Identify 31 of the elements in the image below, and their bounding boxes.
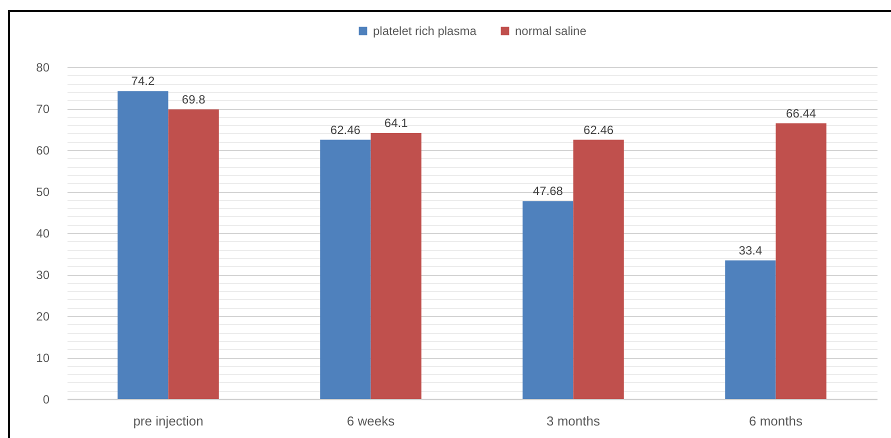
- data-label: 62.46: [330, 122, 361, 137]
- y-tick-label: 0: [42, 392, 50, 406]
- y-tick-label: 70: [36, 102, 50, 116]
- data-label: 62.46: [584, 122, 614, 137]
- data-label: 74.2: [131, 74, 155, 88]
- x-tick-label: 6 months: [749, 414, 803, 428]
- x-tick-label: 6 weeks: [346, 414, 396, 428]
- data-label: 69.8: [182, 92, 206, 106]
- x-tick-label: pre injection: [133, 414, 204, 428]
- bar: [522, 201, 574, 399]
- legend-label: platelet rich plasma: [373, 24, 477, 38]
- bar: [370, 132, 422, 399]
- data-label: 47.68: [532, 184, 564, 198]
- y-tick-label: 20: [36, 310, 50, 324]
- bar: [776, 123, 826, 399]
- y-tick-label: 80: [36, 60, 50, 74]
- data-label: 66.44: [786, 106, 816, 120]
- y-tick-label: 50: [36, 185, 50, 199]
- bar: [168, 109, 219, 399]
- x-tick-label: 3 months: [546, 414, 600, 428]
- data-label: 33.4: [738, 243, 762, 258]
- y-tick-label: 40: [36, 226, 50, 240]
- bar: [725, 260, 776, 399]
- bar: [573, 140, 624, 399]
- bar: [320, 140, 371, 399]
- y-tick-label: 30: [36, 268, 50, 282]
- y-tick-label: 10: [36, 351, 50, 365]
- legend-label: normal saline: [515, 24, 587, 38]
- data-label: 64.1: [384, 116, 408, 130]
- bar: [118, 91, 168, 399]
- y-tick-label: 60: [36, 144, 50, 158]
